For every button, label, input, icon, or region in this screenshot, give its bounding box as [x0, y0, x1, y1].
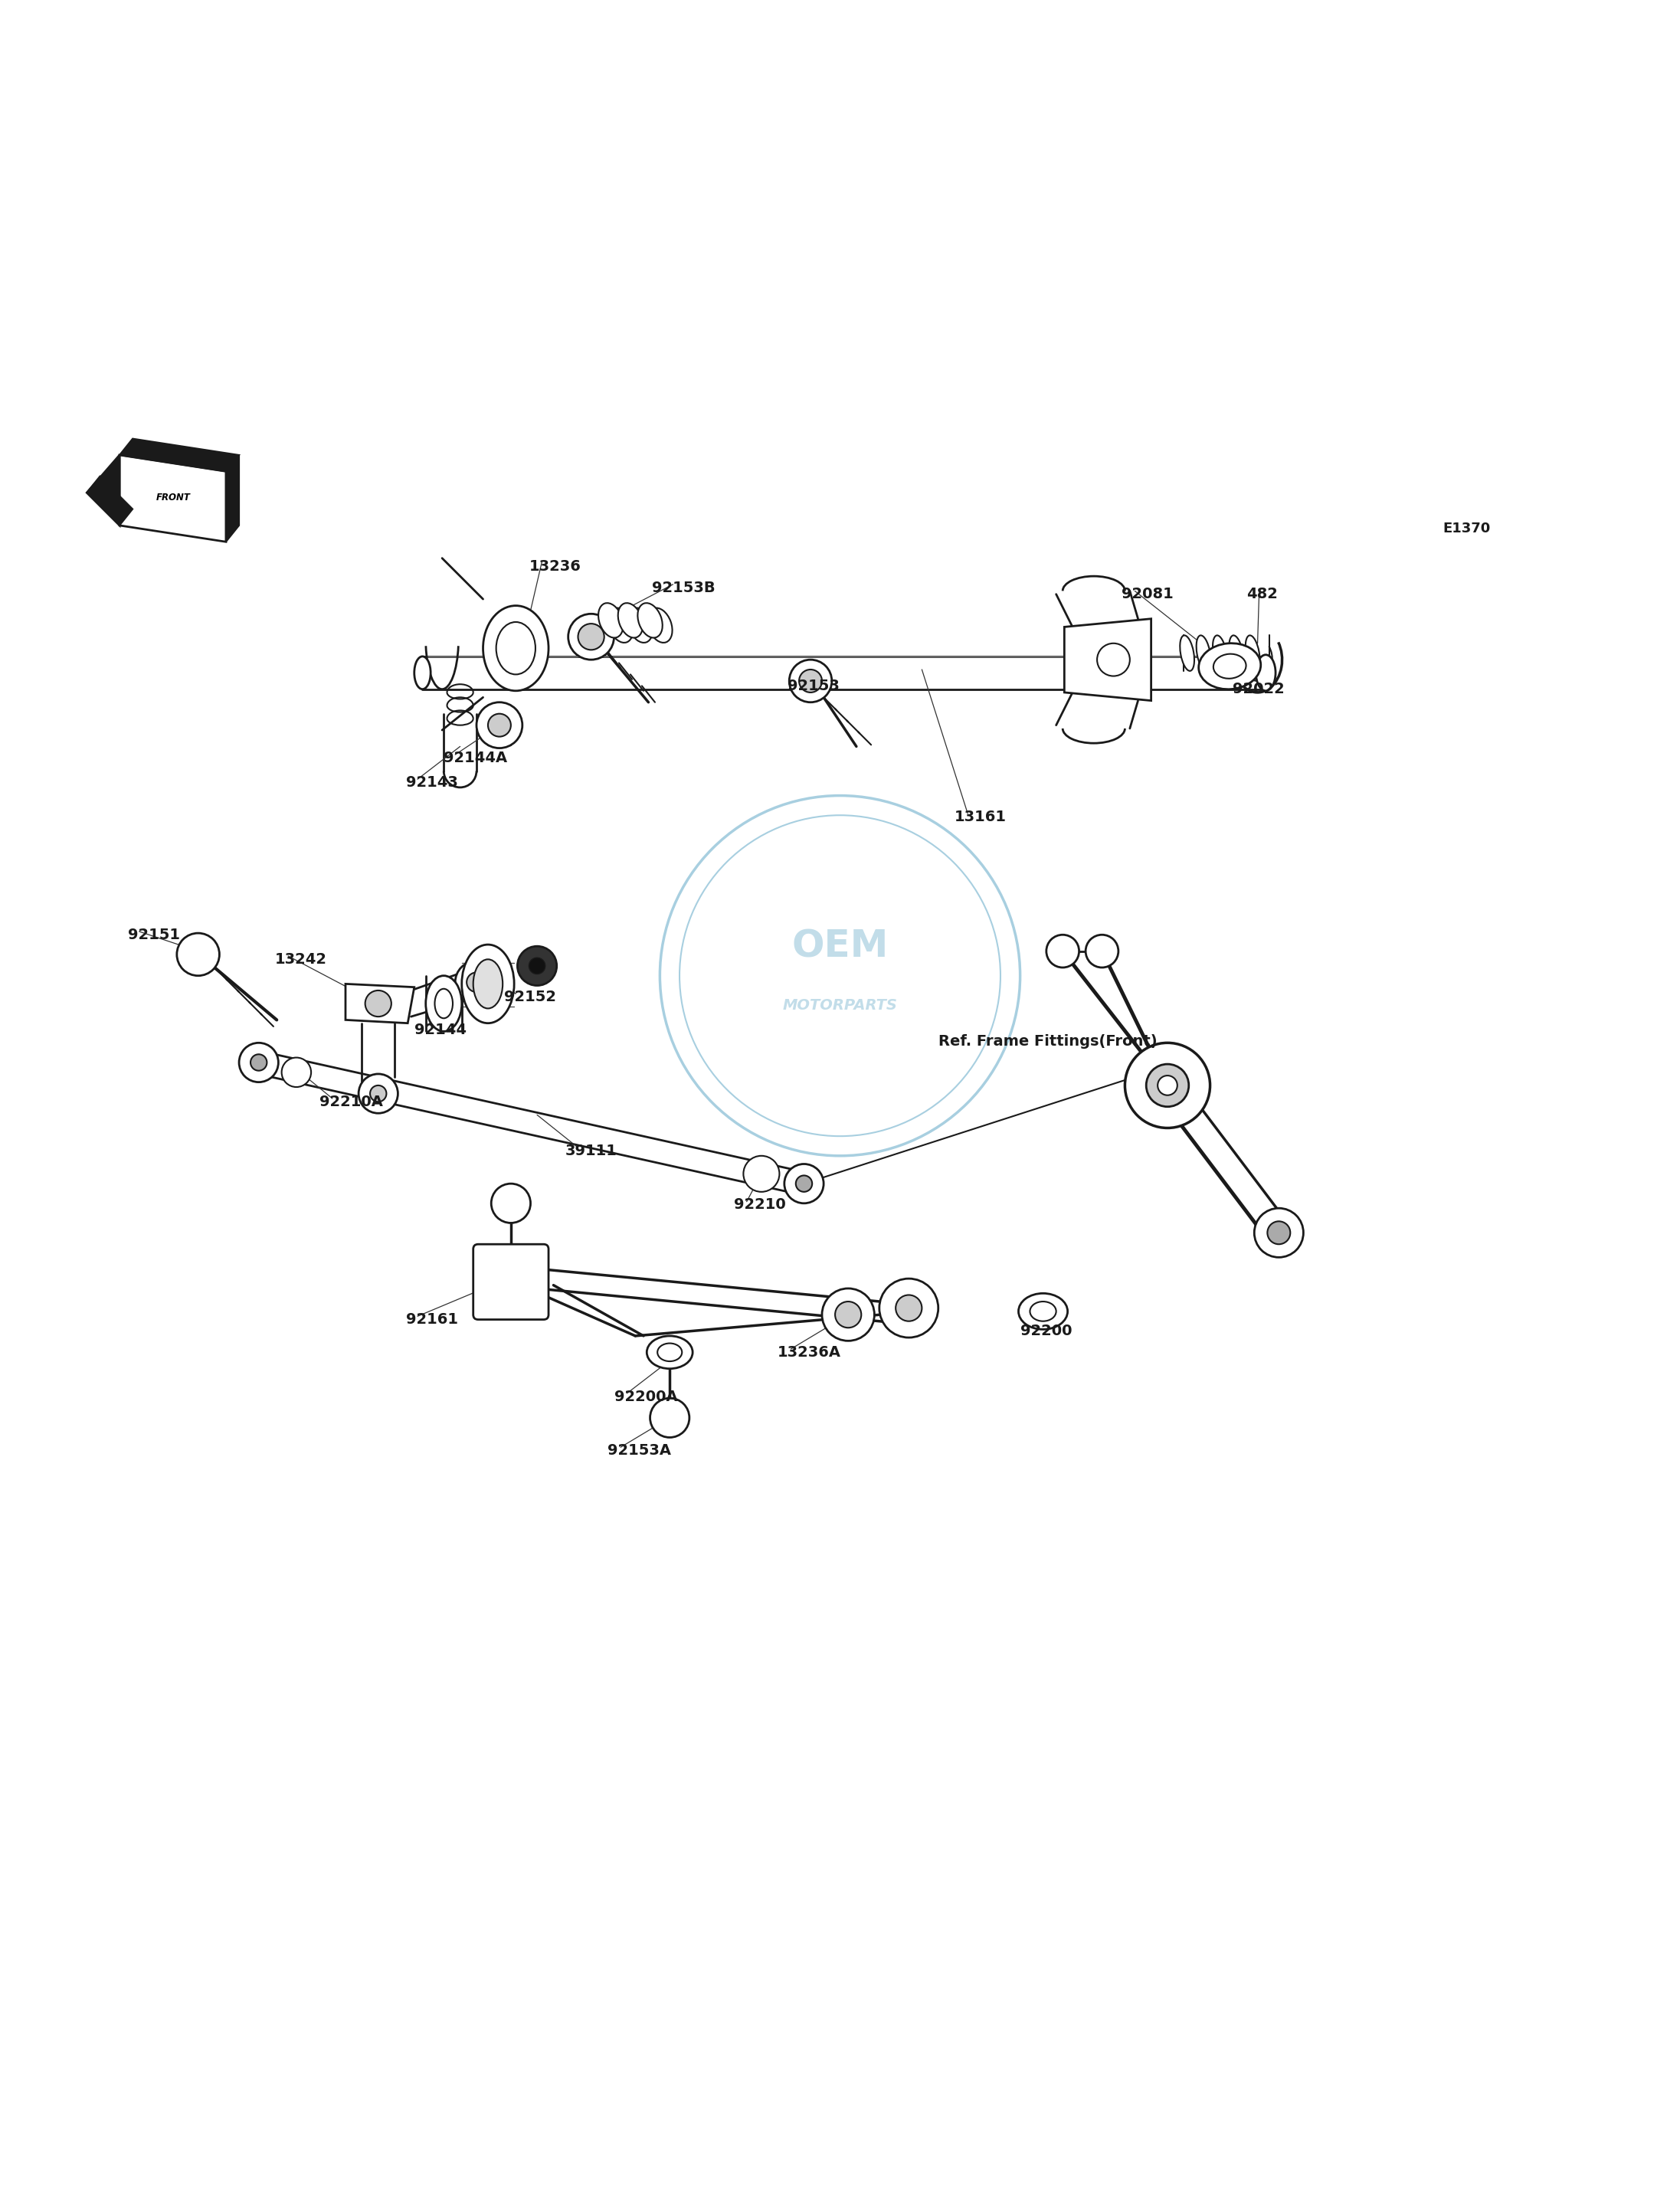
Text: 13161: 13161 [954, 811, 1006, 824]
Circle shape [467, 973, 486, 993]
Ellipse shape [1198, 644, 1260, 690]
Circle shape [743, 1156, 780, 1191]
Text: 39111: 39111 [564, 1145, 617, 1158]
Circle shape [1267, 1222, 1290, 1244]
Ellipse shape [647, 1336, 692, 1369]
Ellipse shape [1213, 635, 1226, 670]
Text: 92200A: 92200A [613, 1389, 677, 1404]
Text: 13236: 13236 [529, 558, 581, 573]
Circle shape [477, 703, 522, 749]
Ellipse shape [647, 609, 672, 644]
Circle shape [879, 1279, 937, 1338]
Circle shape [650, 1397, 689, 1437]
Circle shape [1085, 934, 1119, 967]
Text: 92210: 92210 [734, 1197, 786, 1213]
Circle shape [1255, 1208, 1304, 1257]
Circle shape [790, 659, 832, 703]
Circle shape [895, 1294, 922, 1320]
Circle shape [1158, 1077, 1178, 1096]
Circle shape [517, 947, 556, 986]
Text: Ref. Frame Fittings(Front): Ref. Frame Fittings(Front) [937, 1035, 1158, 1048]
Circle shape [1146, 1063, 1189, 1107]
FancyBboxPatch shape [474, 1244, 549, 1320]
Ellipse shape [474, 960, 502, 1008]
Text: 92210A: 92210A [319, 1094, 383, 1109]
Circle shape [568, 613, 613, 659]
Text: 92161: 92161 [407, 1312, 459, 1327]
Polygon shape [225, 455, 239, 543]
Text: FRONT: FRONT [156, 492, 192, 503]
Circle shape [282, 1057, 311, 1088]
Text: 92200: 92200 [1020, 1325, 1072, 1338]
Circle shape [365, 991, 391, 1017]
Text: 482: 482 [1247, 587, 1277, 602]
Ellipse shape [1030, 1301, 1057, 1320]
Polygon shape [346, 984, 415, 1024]
Ellipse shape [1257, 655, 1275, 690]
Circle shape [358, 1074, 398, 1114]
Ellipse shape [657, 1342, 682, 1362]
Ellipse shape [628, 609, 652, 644]
Text: 13236A: 13236A [778, 1345, 842, 1360]
Circle shape [800, 670, 822, 692]
Circle shape [487, 714, 511, 736]
Circle shape [370, 1085, 386, 1101]
Circle shape [1126, 1044, 1210, 1127]
Circle shape [822, 1287, 874, 1340]
Text: OEM: OEM [791, 927, 889, 964]
Ellipse shape [425, 975, 462, 1030]
Text: E1370: E1370 [1443, 523, 1490, 536]
Polygon shape [119, 455, 225, 543]
Text: 92144: 92144 [415, 1022, 467, 1037]
Circle shape [796, 1175, 811, 1191]
Polygon shape [1065, 620, 1151, 701]
Text: 92153A: 92153A [608, 1443, 670, 1459]
Text: 92153B: 92153B [652, 580, 716, 595]
Ellipse shape [1196, 635, 1211, 670]
Text: 92081: 92081 [1122, 587, 1174, 602]
Text: 92153: 92153 [788, 679, 840, 694]
Ellipse shape [496, 622, 536, 674]
Ellipse shape [638, 602, 662, 637]
Text: MOTORPARTS: MOTORPARTS [783, 997, 897, 1013]
Text: 92143: 92143 [407, 776, 459, 789]
Ellipse shape [608, 609, 633, 644]
Ellipse shape [484, 606, 549, 690]
Circle shape [1047, 934, 1079, 967]
Ellipse shape [415, 657, 430, 690]
Circle shape [578, 624, 605, 650]
Text: 92144A: 92144A [444, 751, 507, 765]
Circle shape [250, 1055, 267, 1070]
Circle shape [239, 1044, 279, 1083]
Text: 92022: 92022 [1233, 681, 1285, 696]
Ellipse shape [435, 989, 452, 1017]
Ellipse shape [462, 945, 514, 1024]
Ellipse shape [1179, 635, 1194, 670]
Circle shape [176, 934, 220, 975]
Circle shape [455, 960, 497, 1004]
Circle shape [491, 1184, 531, 1224]
Ellipse shape [598, 602, 623, 637]
Circle shape [835, 1301, 862, 1327]
Text: 13242: 13242 [276, 951, 328, 967]
Circle shape [529, 958, 546, 973]
Ellipse shape [1018, 1294, 1067, 1329]
Ellipse shape [1230, 635, 1243, 670]
Text: 92151: 92151 [128, 927, 180, 943]
Polygon shape [87, 455, 119, 525]
Ellipse shape [1245, 635, 1260, 670]
Polygon shape [119, 439, 239, 472]
Circle shape [785, 1164, 823, 1204]
Text: 92152: 92152 [504, 989, 556, 1004]
Ellipse shape [618, 602, 643, 637]
Polygon shape [87, 477, 133, 525]
Ellipse shape [1213, 655, 1247, 679]
Circle shape [1097, 644, 1131, 677]
